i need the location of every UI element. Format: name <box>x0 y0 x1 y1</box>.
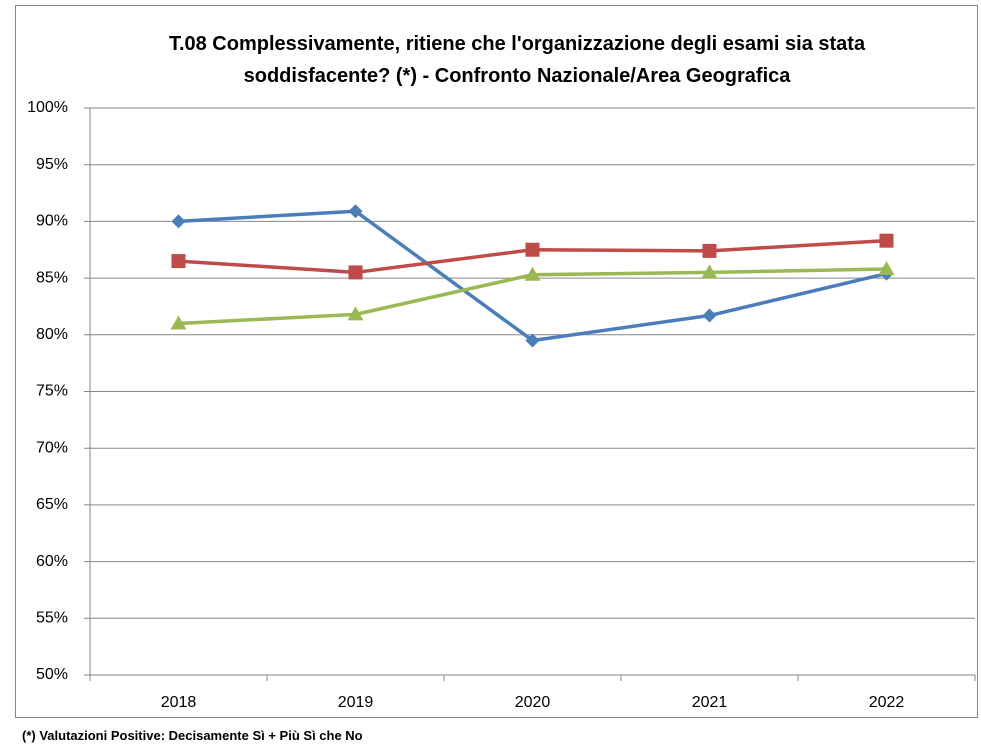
marker <box>702 243 717 258</box>
marker <box>348 265 363 280</box>
marker <box>878 261 895 276</box>
marker <box>348 204 363 219</box>
marker <box>701 264 718 279</box>
y-tick-label: 60% <box>36 553 68 570</box>
chart-border <box>15 5 978 718</box>
x-tick-label: 2020 <box>515 694 551 711</box>
y-tick-label: 80% <box>36 326 68 343</box>
x-tick-label: 2021 <box>692 694 728 711</box>
x-tick-label: 2022 <box>869 694 905 711</box>
y-tick-label: 50% <box>36 666 68 683</box>
marker <box>525 242 540 257</box>
marker <box>879 233 894 248</box>
y-tick-label: 100% <box>27 99 68 116</box>
marker <box>702 308 717 323</box>
marker <box>170 315 187 330</box>
y-tick-label: 55% <box>36 610 68 627</box>
y-tick-label: 90% <box>36 213 68 230</box>
y-tick-label: 65% <box>36 496 68 513</box>
y-tick-label: 85% <box>36 269 68 286</box>
chart-title: T.08 Complessivamente, ritiene che l'org… <box>168 33 866 87</box>
marker <box>171 254 186 269</box>
x-tick-label: 2019 <box>338 694 374 711</box>
y-tick-label: 70% <box>36 439 68 456</box>
x-tick-label: 2018 <box>161 694 197 711</box>
marker <box>524 266 541 281</box>
marker <box>525 333 540 348</box>
marker <box>347 306 364 321</box>
y-tick-label: 95% <box>36 156 68 173</box>
marker <box>171 214 186 229</box>
y-tick-label: 75% <box>36 383 68 400</box>
footnote: (*) Valutazioni Positive: Decisamente Sì… <box>22 728 363 743</box>
